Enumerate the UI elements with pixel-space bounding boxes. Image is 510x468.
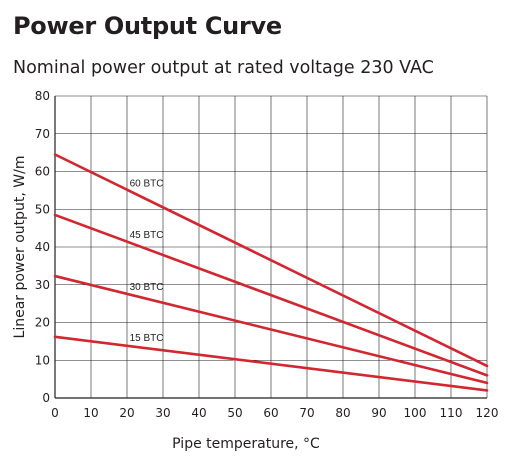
series-lines [53, 153, 489, 392]
x-tick-label: 60 [263, 406, 278, 420]
x-tick-label: 30 [155, 406, 170, 420]
y-tick-label: 40 [35, 240, 50, 254]
chart-title: Power Output Curve [13, 12, 282, 40]
chart-subtitle: Nominal power output at rated voltage 23… [13, 58, 434, 78]
x-tick-label: 10 [83, 406, 98, 420]
y-tick-label: 80 [35, 89, 50, 103]
x-tick-label: 110 [440, 406, 463, 420]
series-label: 60 BTC [130, 179, 164, 190]
axes [54, 96, 487, 399]
x-tick-label: 20 [119, 406, 134, 420]
y-tick-label: 0 [42, 391, 50, 405]
x-tick-label: 120 [476, 406, 499, 420]
y-tick-label: 20 [35, 316, 50, 330]
x-tick-label: 0 [51, 406, 59, 420]
x-tick-label: 100 [404, 406, 427, 420]
x-tick-label: 90 [371, 406, 386, 420]
x-tick-label: 40 [191, 406, 206, 420]
series-label: 30 BTC [130, 282, 164, 293]
x-tick-label: 80 [335, 406, 350, 420]
y-tick-label: 30 [35, 278, 50, 292]
series-label: 45 BTC [130, 230, 164, 241]
series-line [53, 274, 489, 385]
series-line [53, 153, 489, 368]
grid-lines [55, 95, 488, 398]
series-labels: 60 BTC 45 BTC 30 BTC 15 BTC [130, 179, 164, 345]
series-line [53, 335, 489, 392]
y-tick-label: 70 [35, 127, 50, 141]
x-tick-label: 50 [227, 406, 242, 420]
y-tick-label: 10 [35, 353, 50, 367]
series-label: 15 BTC [130, 333, 164, 344]
y-tick-label: 50 [35, 202, 50, 216]
y-axis-label: Linear power output, W/m [12, 156, 28, 339]
x-axis-label: Pipe temperature, °C [172, 436, 320, 452]
y-tick-label: 60 [35, 165, 50, 179]
series-line [53, 213, 489, 377]
x-tick-label: 70 [299, 406, 314, 420]
tick-labels: 0 10 20 30 40 50 60 70 80 90 100 110 120 0 10 20 30 40 50 6… [35, 89, 499, 420]
